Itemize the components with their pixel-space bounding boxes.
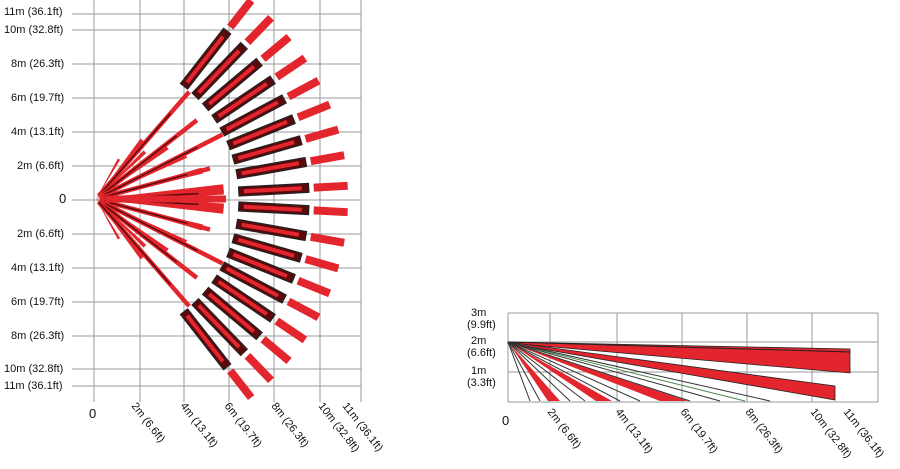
top-far-segment-fill-0 — [185, 35, 225, 84]
top-x-label-6m: 6m (19.7ft) — [222, 400, 264, 449]
side-y-label-3m: 3m — [471, 307, 486, 319]
side-beam-ray-7 — [507, 341, 571, 402]
top-far-tip-6 — [304, 125, 340, 143]
top-y-label-8m-upper: 8m (26.3ft) — [11, 58, 64, 70]
side-x-label-6m: 6m (19.7ft) — [678, 406, 720, 455]
top-y-label-10m-lower: 10m (32.8ft) — [4, 363, 63, 375]
side-view-beams — [507, 341, 851, 402]
top-mid-core-9 — [98, 201, 172, 286]
top-y-label-2m-lower: 2m (6.6ft) — [17, 228, 64, 240]
side-x-label-zero: 0 — [502, 413, 509, 428]
top-y-label-4m-upper: 4m (13.1ft) — [11, 126, 64, 138]
top-far-tip-7 — [309, 151, 345, 166]
top-far-segment-fill-9 — [243, 204, 302, 212]
side-y-label-1m-imperial: (3.3ft) — [467, 377, 496, 389]
top-mid-core-7 — [99, 200, 198, 252]
top-y-label-10m-upper: 10m (32.8ft) — [4, 24, 63, 36]
top-far-tip-12 — [296, 276, 332, 298]
side-y-label-2m: 2m — [471, 335, 486, 347]
top-far-tip-16 — [244, 353, 274, 384]
side-beam-ray-0 — [507, 341, 746, 402]
top-mid-core-2 — [99, 146, 198, 198]
side-beam-ray-5 — [507, 341, 621, 402]
top-far-tip-5 — [296, 100, 332, 122]
top-x-label-4m: 4m (13.1ft) — [178, 400, 220, 449]
top-y-label-2m-upper: 2m (6.6ft) — [17, 160, 64, 172]
top-far-segment-fill-4 — [225, 100, 279, 132]
side-y-label-1m: 1m — [471, 365, 486, 377]
top-y-label-4m-lower: 4m (13.1ft) — [11, 262, 64, 274]
top-far-segment-fill-2 — [208, 65, 256, 106]
side-beam-ray-9 — [507, 341, 531, 402]
top-far-segment-fill-1 — [197, 49, 241, 94]
top-far-tip-11 — [304, 255, 340, 273]
top-far-segment-fill-10 — [241, 222, 300, 237]
top-far-tip-8 — [313, 181, 348, 192]
top-y-label-11m-upper: 11m (36.1ft) — [4, 6, 63, 18]
side-x-label-8m: 8m (26.3ft) — [743, 406, 785, 455]
top-y-label-8m-lower: 8m (26.3ft) — [11, 330, 64, 342]
side-beam-top-ray — [507, 341, 851, 353]
top-y-label-6m-upper: 6m (19.7ft) — [11, 92, 64, 104]
top-y-label-6m-lower: 6m (19.7ft) — [11, 296, 64, 308]
side-view-pattern: 3m (9.9ft) 2m (6.6ft) 1m (3.3ft) 0 2m (6… — [467, 307, 886, 461]
top-mid-core-3 — [99, 173, 188, 199]
top-mid-core-8 — [98, 200, 178, 263]
side-beam-ray-4 — [507, 341, 641, 402]
side-beam-ray-3 — [507, 341, 691, 402]
top-far-segment-fill-13 — [225, 266, 279, 298]
side-x-label-4m: 4m (13.1ft) — [613, 406, 655, 455]
top-far-segment-fill-5 — [232, 119, 288, 146]
top-far-segment-fill-11 — [237, 237, 295, 258]
top-far-tip-3 — [274, 54, 308, 81]
top-x-label-2m: 2m (6.6ft) — [129, 400, 167, 444]
top-far-segment-fill-17 — [185, 314, 225, 363]
top-far-segment-fill-3 — [217, 82, 268, 118]
side-x-label-2m: 2m (6.6ft) — [545, 406, 583, 450]
top-far-tip-15 — [260, 336, 292, 365]
top-far-tip-13 — [286, 297, 321, 321]
top-far-segment-fill-7 — [241, 161, 300, 176]
top-far-tip-2 — [260, 33, 292, 62]
top-far-tip-0 — [227, 0, 255, 30]
top-center-beam-near — [106, 195, 226, 203]
top-far-segment-fill-16 — [197, 304, 241, 349]
top-view-beams — [96, 0, 348, 401]
top-y-label-zero: 0 — [59, 191, 66, 206]
top-far-segment-fill-8 — [243, 186, 302, 194]
top-far-tip-10 — [309, 232, 345, 247]
top-far-segment-fill-6 — [237, 140, 295, 161]
side-y-label-3m-imperial: (9.9ft) — [467, 319, 496, 331]
side-short-range-beam-b — [508, 342, 612, 401]
top-mid-core-0 — [98, 112, 172, 197]
top-x-label-8m: 8m (26.3ft) — [269, 400, 311, 449]
top-view-pattern: 11m (36.1ft) 10m (32.8ft) 8m (26.3ft) 6m… — [4, 0, 385, 455]
top-mid-core-1 — [98, 135, 178, 198]
side-beam-ray-2 — [507, 341, 721, 402]
top-far-tip-14 — [274, 317, 308, 344]
side-beam-ray-6 — [507, 341, 586, 402]
top-far-tip-17 — [227, 368, 255, 401]
top-far-tip-9 — [313, 206, 348, 217]
top-mid-core-6 — [99, 199, 188, 225]
top-far-tip-4 — [286, 77, 321, 101]
side-short-range-beam-c — [508, 342, 560, 401]
top-far-segment-fill-12 — [232, 252, 288, 279]
side-beam-ray-1 — [507, 341, 771, 402]
top-far-segment-fill-15 — [208, 292, 256, 333]
side-beam-ray-8 — [507, 341, 541, 402]
top-y-label-11m-lower: 11m (36.1ft) — [4, 380, 63, 392]
top-far-segment-fill-14 — [217, 280, 268, 316]
top-far-tip-1 — [244, 14, 274, 45]
side-y-label-2m-imperial: (6.6ft) — [467, 347, 496, 359]
top-x-label-zero: 0 — [89, 406, 96, 421]
